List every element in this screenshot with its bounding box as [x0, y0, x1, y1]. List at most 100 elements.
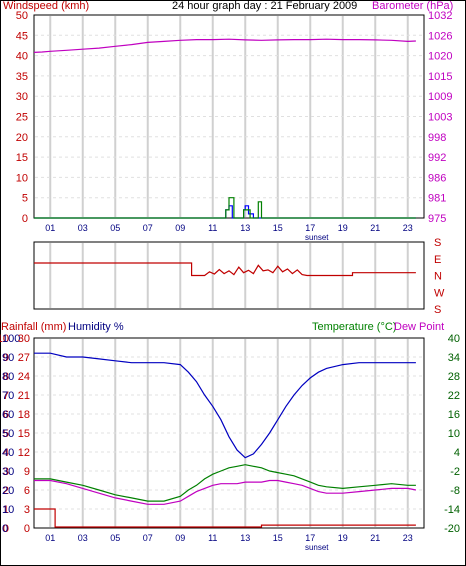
- temperature-tick-label: 28: [448, 371, 460, 383]
- hour-tick-label: 23: [403, 533, 413, 543]
- temperature-scale-tick-label: 15: [18, 428, 30, 440]
- humidity-tick-label: 80: [2, 371, 14, 383]
- windspeed-tick-label: 0: [22, 213, 28, 225]
- rainfall-tick-label: 9: [3, 352, 9, 364]
- hour-tick-label: 19: [338, 533, 348, 543]
- temperature-axis-label: Temperature (°C): [312, 321, 397, 333]
- series-temperature-line: [34, 464, 416, 502]
- hour-tick-label: 21: [370, 223, 380, 233]
- barometer-tick-label: 1009: [428, 91, 452, 103]
- hour-tick-label: 09: [175, 533, 185, 543]
- direction-tick-label: N: [434, 271, 442, 283]
- barometer-tick-label: 1026: [428, 30, 452, 42]
- series-rainfall-line: [34, 508, 416, 528]
- hour-tick-label: 03: [78, 533, 88, 543]
- windspeed-tick-label: 20: [16, 132, 28, 144]
- rainfall-tick-label: 3: [3, 466, 9, 478]
- hour-tick-label: 11: [208, 533, 217, 543]
- temperature-scale-tick-label: 0: [24, 523, 30, 535]
- direction-tick-label: W: [434, 287, 445, 299]
- humidity-tick-label: 90: [2, 352, 14, 364]
- barometer-tick-label: 1003: [428, 112, 452, 124]
- humidity-tick-label: 50: [2, 428, 14, 440]
- windspeed-tick-label: 15: [16, 152, 28, 164]
- hour-tick-label: 09: [175, 223, 185, 233]
- temperature-tick-label: -14: [444, 504, 460, 516]
- hour-tick-label: 07: [143, 223, 153, 233]
- rainfall-tick-label: 10: [0, 333, 9, 345]
- rainfall-tick-label: 5: [3, 428, 9, 440]
- series-wind-direction-line: [34, 262, 416, 277]
- humidity-tick-label: 40: [2, 447, 14, 459]
- temperature-tick-label: -20: [444, 523, 460, 535]
- rainfall-tick-label: 4: [3, 447, 9, 459]
- windspeed-tick-label: 50: [16, 10, 28, 22]
- sunset-label: sunset: [305, 233, 329, 242]
- series-dew-point-line: [34, 479, 417, 505]
- hour-tick-label: 13: [240, 223, 250, 233]
- direction-tick-label: E: [434, 254, 441, 266]
- temperature-tick-label: 4: [454, 447, 460, 459]
- barometer-axis-label: Barometer (hPa): [372, 0, 454, 12]
- dewpoint-axis-label: Dew Point: [394, 321, 445, 333]
- humidity-tick-label: 10: [2, 504, 14, 516]
- panel-1-plot-area: [33, 241, 425, 310]
- hour-tick-label: 21: [370, 533, 380, 543]
- rainfall-tick-label: 2: [3, 485, 9, 497]
- temperature-scale-tick-label: 18: [18, 409, 30, 421]
- direction-tick-label: S: [434, 237, 441, 249]
- temperature-scale-tick-label: 21: [18, 390, 30, 402]
- sunset-label: sunset: [305, 543, 329, 552]
- direction-tick-label: S: [434, 304, 441, 316]
- windspeed-tick-label: 10: [16, 172, 28, 184]
- rainfall-tick-label: 8: [3, 371, 9, 383]
- humidity-tick-label: 20: [2, 485, 14, 497]
- windspeed-tick-label: 35: [16, 71, 28, 83]
- barometer-tick-label: 975: [428, 213, 446, 225]
- windspeed-tick-label: 40: [16, 51, 28, 63]
- hour-tick-label: 11: [208, 223, 217, 233]
- series-windspeed-line: [34, 197, 416, 219]
- hour-tick-label: 01: [45, 223, 55, 233]
- barometer-tick-label: 981: [428, 193, 446, 205]
- humidity-tick-label: 70: [2, 390, 14, 402]
- temperature-scale-tick-label: 9: [24, 466, 30, 478]
- barometer-tick-label: 992: [428, 152, 446, 164]
- humidity-tick-label: 0: [2, 523, 8, 535]
- hour-tick-label: 05: [110, 223, 120, 233]
- hour-tick-label: 17: [305, 533, 315, 543]
- windspeed-tick-label: 25: [16, 112, 28, 124]
- humidity-tick-label: 60: [2, 409, 14, 421]
- hour-tick-label: 01: [45, 533, 55, 543]
- windspeed-tick-label: 30: [16, 91, 28, 103]
- temperature-scale-tick-label: 12: [18, 447, 30, 459]
- hour-tick-label: 03: [78, 223, 88, 233]
- hour-tick-label: 05: [110, 533, 120, 543]
- temperature-tick-label: 34: [448, 352, 460, 364]
- windspeed-tick-label: 45: [16, 30, 28, 42]
- series-humidity-line: [34, 352, 416, 459]
- hour-tick-label: 23: [403, 223, 413, 233]
- barometer-tick-label: 1020: [428, 51, 452, 63]
- temperature-scale-tick-label: 24: [18, 371, 30, 383]
- temperature-scale-tick-label: 27: [18, 352, 30, 364]
- barometer-tick-label: 986: [428, 172, 446, 184]
- temperature-tick-label: -2: [450, 466, 460, 478]
- humidity-axis-label: Humidity %: [68, 321, 124, 333]
- barometer-tick-label: 1015: [428, 71, 452, 83]
- windspeed-tick-label: 5: [22, 193, 28, 205]
- hour-tick-label: 17: [305, 223, 315, 233]
- hour-tick-label: 15: [273, 533, 283, 543]
- windspeed-axis-label: Windspeed (kmh): [3, 0, 90, 12]
- temperature-tick-label: 16: [448, 409, 460, 421]
- temperature-tick-label: 40: [448, 333, 460, 345]
- barometer-tick-label: 998: [428, 132, 446, 144]
- temperature-scale-tick-label: 30: [18, 333, 30, 345]
- barometer-tick-label: 1032: [428, 10, 452, 22]
- temperature-scale-tick-label: 3: [24, 504, 30, 516]
- hour-tick-label: 07: [143, 533, 153, 543]
- temperature-tick-label: 22: [448, 390, 460, 402]
- humidity-tick-label: 30: [2, 466, 14, 478]
- graph-title: 24 hour graph day : 21 February 2009: [172, 0, 358, 12]
- rainfall-tick-label: 1: [3, 504, 9, 516]
